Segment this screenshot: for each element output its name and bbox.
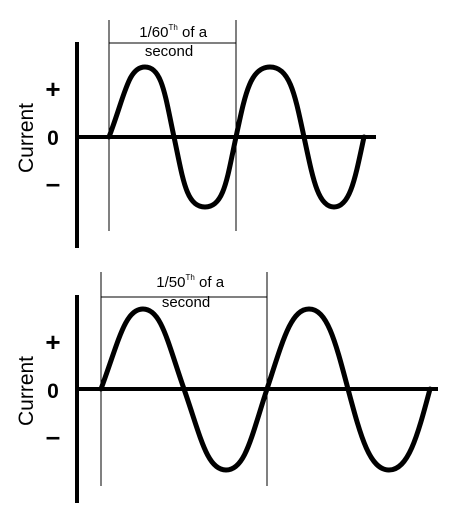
zero-marker: 0: [47, 380, 59, 403]
zero-marker: 0: [47, 127, 59, 150]
sine-wave-60hz: [106, 64, 367, 210]
period-superscript: Th: [169, 23, 178, 32]
y-axis-label: Current: [15, 103, 38, 173]
panel-50hz: Current + 0 – 1/50Th of a second: [15, 272, 438, 503]
period-label-line1: 1/50Th of a: [127, 273, 245, 291]
period-of-a: of a: [195, 274, 225, 291]
minus-marker: –: [46, 168, 60, 198]
plus-marker: +: [45, 327, 60, 357]
panel-60hz: Current + 0 – 1/60Th of a second: [15, 20, 376, 248]
period-of-a: of a: [178, 24, 208, 41]
sine-wave-50hz: [98, 306, 433, 473]
plus-marker: +: [45, 74, 60, 104]
period-fraction: 1/60: [139, 24, 168, 41]
period-label-line2: second: [145, 43, 193, 60]
y-axis-label: Current: [15, 356, 38, 426]
period-fraction: 1/50: [156, 274, 185, 291]
period-label-line2: second: [162, 294, 210, 311]
period-label-line1: 1/60Th of a: [110, 23, 228, 41]
minus-marker: –: [46, 421, 60, 451]
period-superscript: Th: [186, 273, 195, 282]
